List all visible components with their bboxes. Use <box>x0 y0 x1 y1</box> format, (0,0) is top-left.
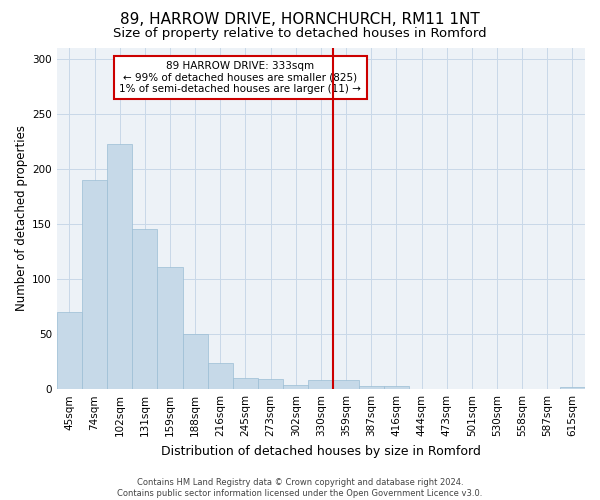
Text: Size of property relative to detached houses in Romford: Size of property relative to detached ho… <box>113 28 487 40</box>
Bar <box>82 180 107 389</box>
Bar <box>258 380 283 389</box>
Y-axis label: Number of detached properties: Number of detached properties <box>15 126 28 312</box>
Bar <box>308 380 334 389</box>
Text: 89 HARROW DRIVE: 333sqm
← 99% of detached houses are smaller (825)
1% of semi-de: 89 HARROW DRIVE: 333sqm ← 99% of detache… <box>119 60 361 94</box>
Bar <box>57 312 82 389</box>
Bar <box>233 378 258 389</box>
Bar <box>384 386 409 389</box>
Text: Contains HM Land Registry data © Crown copyright and database right 2024.
Contai: Contains HM Land Registry data © Crown c… <box>118 478 482 498</box>
Bar <box>334 380 359 389</box>
Bar <box>182 334 208 389</box>
Text: 89, HARROW DRIVE, HORNCHURCH, RM11 1NT: 89, HARROW DRIVE, HORNCHURCH, RM11 1NT <box>120 12 480 28</box>
Bar <box>208 362 233 389</box>
Bar <box>283 385 308 389</box>
Bar <box>560 387 585 389</box>
Bar <box>132 230 157 389</box>
Bar <box>157 267 182 389</box>
Bar <box>359 386 384 389</box>
X-axis label: Distribution of detached houses by size in Romford: Distribution of detached houses by size … <box>161 444 481 458</box>
Bar <box>107 144 132 389</box>
